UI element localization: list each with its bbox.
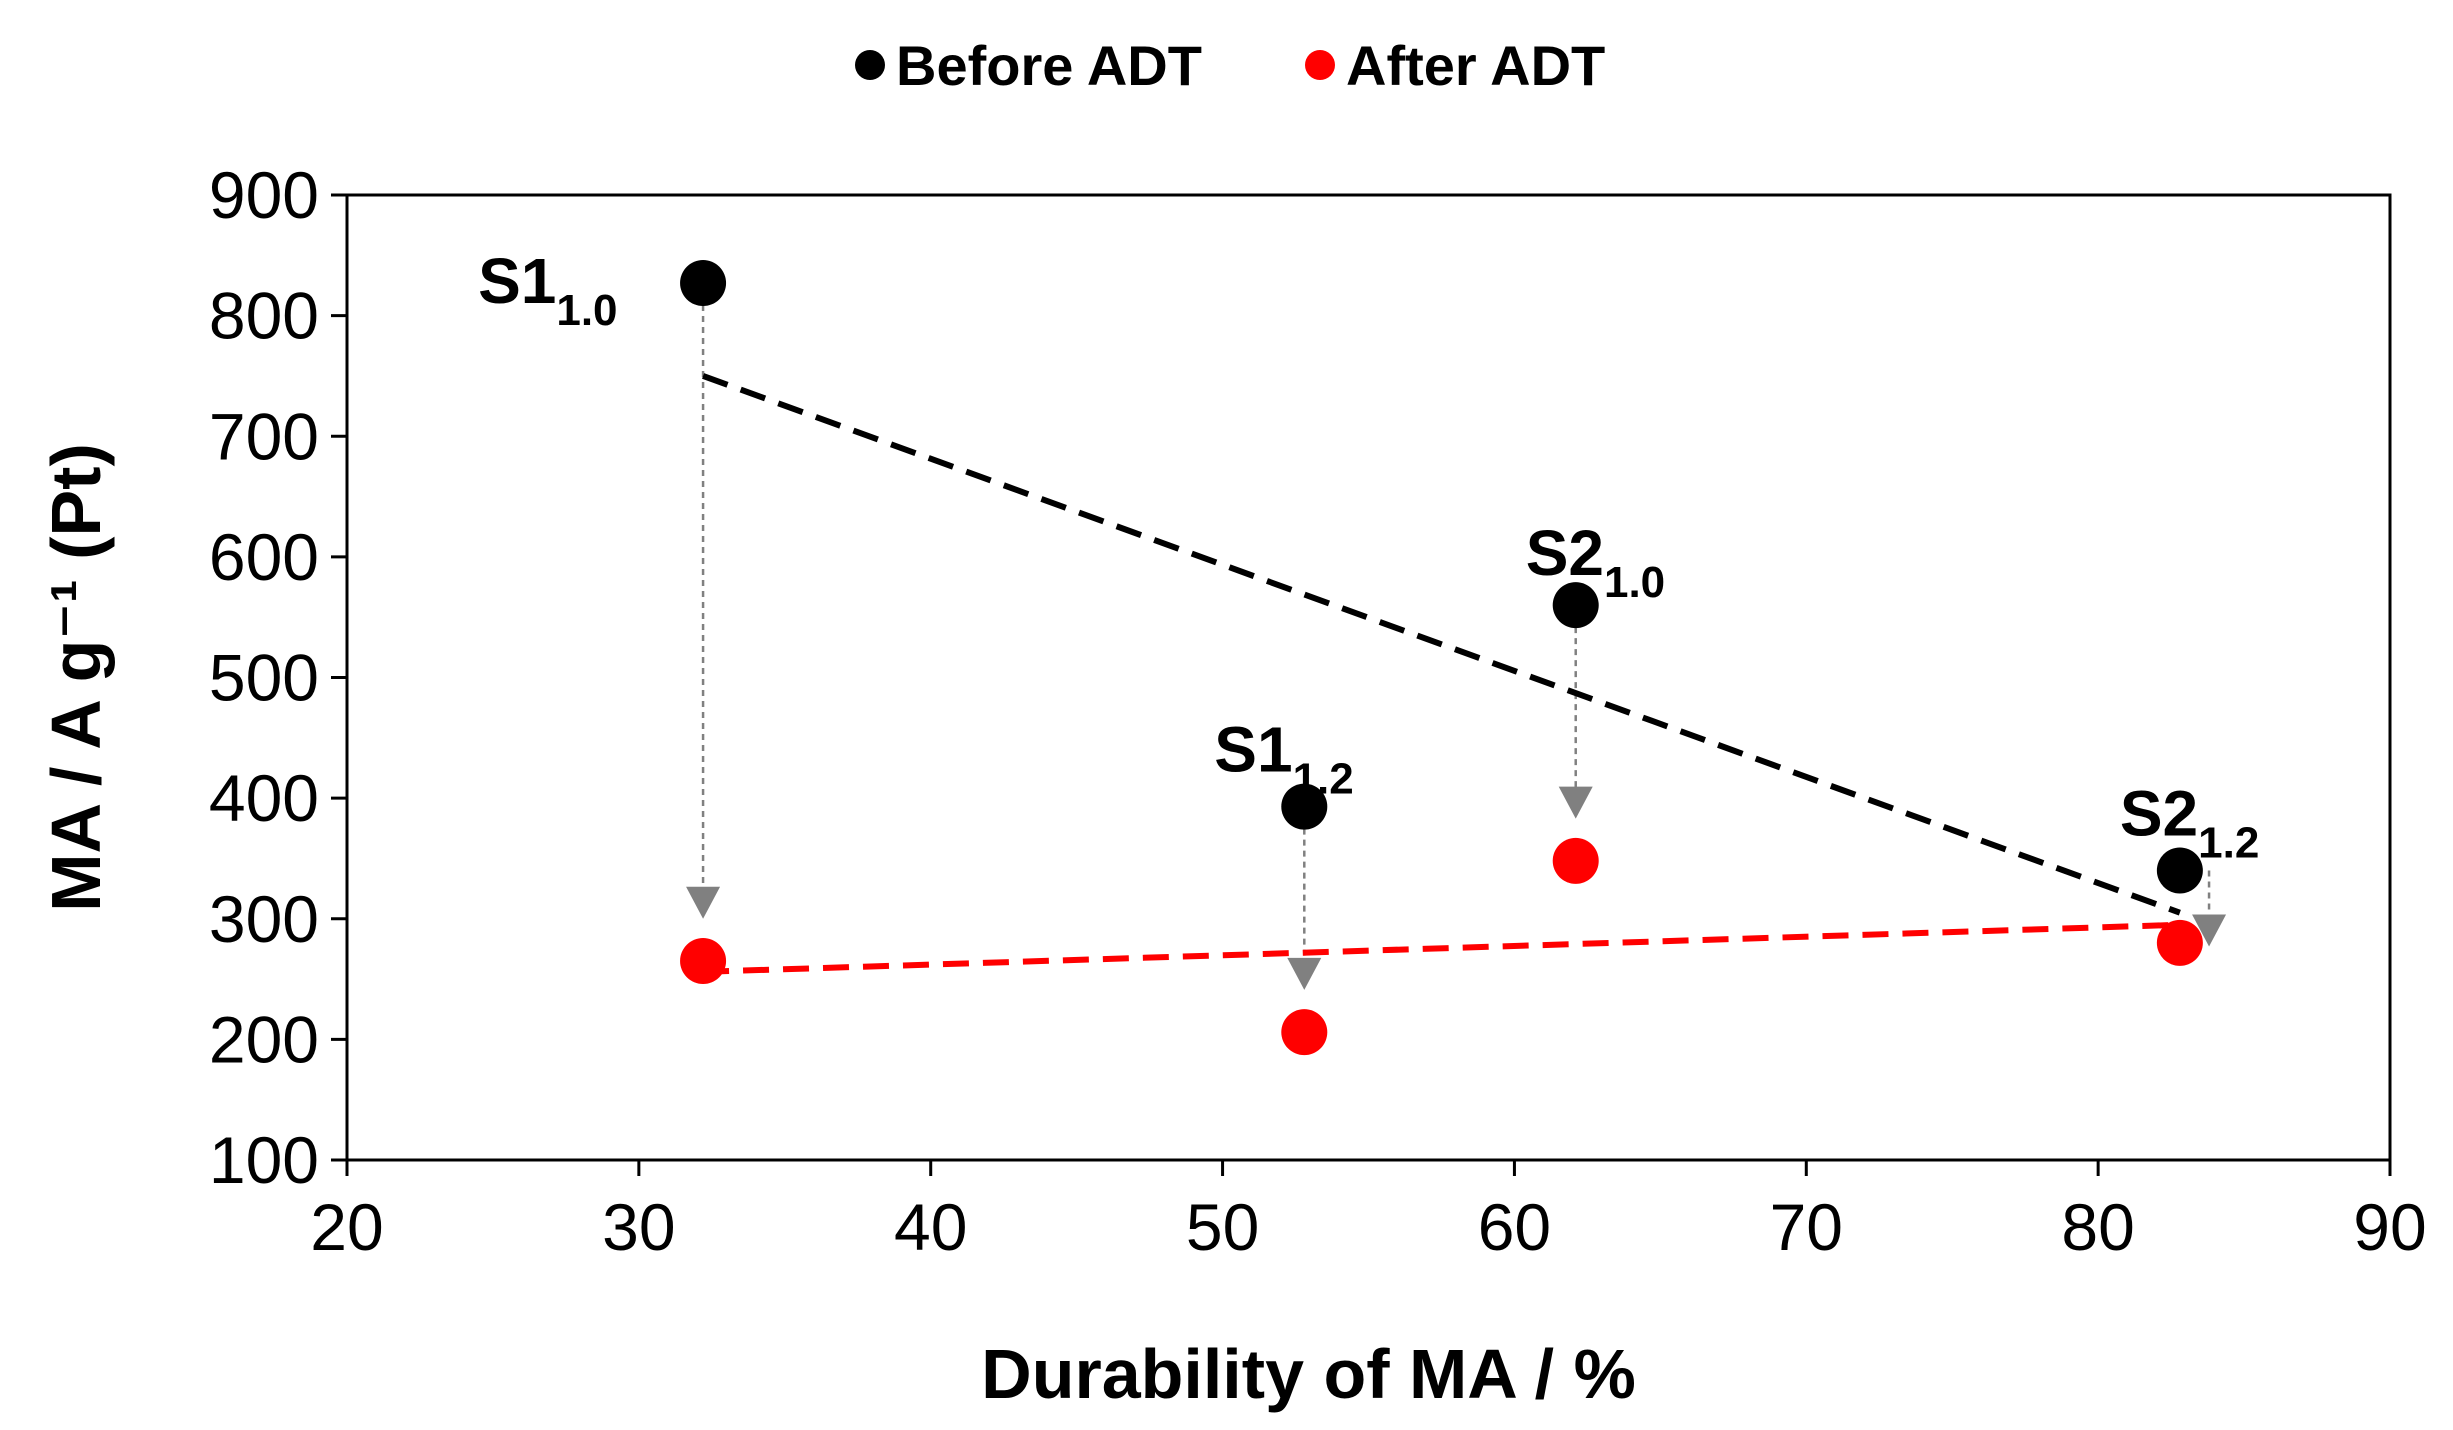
x-tick-label: 80 bbox=[2061, 1190, 2134, 1264]
x-tick-label: 50 bbox=[1186, 1190, 1259, 1264]
x-axis-title: Durability of MA / % bbox=[981, 1335, 1636, 1413]
y-tick-label: 300 bbox=[209, 882, 319, 956]
after-adt-point bbox=[680, 937, 727, 984]
after-adt-point bbox=[1281, 1009, 1328, 1056]
y-tick-label: 500 bbox=[209, 641, 319, 715]
y-tick-label: 800 bbox=[209, 279, 319, 353]
point-label-main: S1 bbox=[478, 245, 556, 317]
y-tick-label: 700 bbox=[209, 399, 319, 473]
point-label: S11.2 bbox=[1214, 714, 1353, 804]
legend-marker-after-adt bbox=[1305, 50, 1335, 80]
point-label-main: S1 bbox=[1214, 714, 1292, 786]
point-label-main: S2 bbox=[2120, 778, 2198, 850]
y-tick-label: 400 bbox=[209, 761, 319, 835]
plot-frame bbox=[345, 193, 2392, 1162]
drop-arrow-head bbox=[1287, 957, 1322, 990]
drop-arrow-head bbox=[2192, 914, 2227, 947]
before-adt-point bbox=[1281, 783, 1328, 830]
y-tick-label: 200 bbox=[209, 1002, 319, 1076]
point-label-subscript: 1.0 bbox=[556, 286, 617, 335]
before-adt-trendline bbox=[702, 373, 2181, 916]
before-adt-point bbox=[1552, 582, 1599, 629]
after-adt-point bbox=[2156, 919, 2203, 966]
x-tick-label: 20 bbox=[310, 1190, 383, 1264]
before-adt-point bbox=[2156, 847, 2203, 894]
point-label-subscript: 1.2 bbox=[2198, 819, 2259, 868]
y-tick-label: 900 bbox=[209, 158, 319, 232]
point-label-subscript: 1.0 bbox=[1604, 558, 1665, 607]
point-label: S21.0 bbox=[1526, 517, 1665, 607]
x-tick-label: 40 bbox=[894, 1190, 967, 1264]
y-tick-label: 600 bbox=[209, 520, 319, 594]
drop-arrow-head bbox=[1558, 786, 1593, 819]
point-label-subscript: 1.2 bbox=[1293, 755, 1354, 804]
legend-label-before-adt: Before ADT bbox=[896, 34, 1202, 97]
before-adt-point bbox=[680, 260, 727, 307]
drop-arrow-head bbox=[686, 886, 721, 919]
point-label: S21.2 bbox=[2120, 778, 2259, 868]
after-adt-trendline bbox=[702, 921, 2180, 975]
legend-marker-before-adt bbox=[855, 50, 885, 80]
x-tick-label: 90 bbox=[2353, 1190, 2426, 1264]
y-tick-label: 100 bbox=[209, 1123, 319, 1197]
x-tick-label: 70 bbox=[1770, 1190, 1843, 1264]
x-tick-label: 30 bbox=[602, 1190, 675, 1264]
y-axis-title: MA / A g⁻¹ (Pt) bbox=[37, 443, 115, 912]
legend-label-after-adt: After ADT bbox=[1346, 34, 1605, 97]
point-label-main: S2 bbox=[1526, 517, 1604, 589]
point-label: S11.0 bbox=[478, 245, 617, 335]
after-adt-point bbox=[1552, 837, 1599, 884]
x-tick-label: 60 bbox=[1478, 1190, 1551, 1264]
